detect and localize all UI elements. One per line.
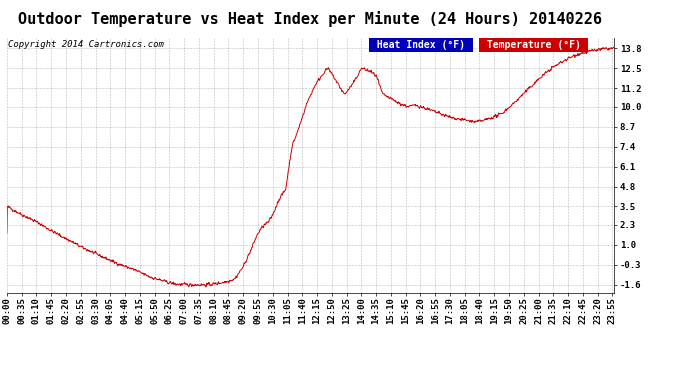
Text: Temperature (°F): Temperature (°F) (480, 40, 586, 50)
Text: Heat Index (°F): Heat Index (°F) (371, 40, 471, 50)
Text: Copyright 2014 Cartronics.com: Copyright 2014 Cartronics.com (8, 40, 164, 49)
Text: Outdoor Temperature vs Heat Index per Minute (24 Hours) 20140226: Outdoor Temperature vs Heat Index per Mi… (19, 11, 602, 27)
